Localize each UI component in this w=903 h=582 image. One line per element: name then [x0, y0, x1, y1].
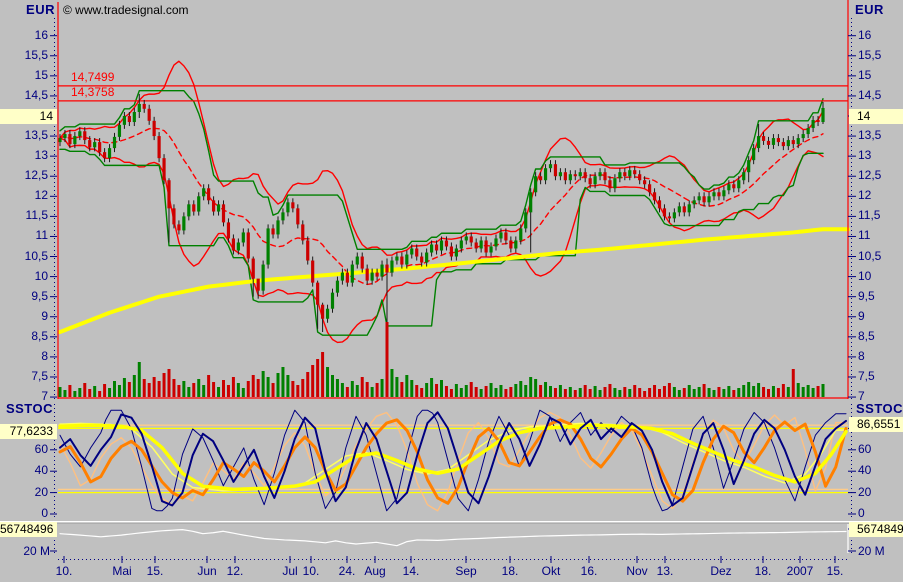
- main-y-tick-right: 11,5: [858, 208, 881, 223]
- sstoc-panel-title-right: SSTOC: [856, 401, 903, 416]
- main-y-tick-left: 8: [41, 348, 48, 363]
- main-y-tick-right: 9,5: [858, 288, 875, 303]
- x-axis-label: Sep: [455, 564, 477, 578]
- sstoc-y-tick-left: 20: [34, 484, 48, 499]
- main-y-tick-left: 13: [34, 148, 48, 163]
- sstoc-y-tick-right: 0: [858, 506, 865, 520]
- main-y-tick-right: 14,5: [858, 87, 882, 102]
- main-y-tick-right: 13,5: [858, 128, 882, 143]
- sstoc-panel-title-left: SSTOC: [5, 401, 53, 416]
- x-axis-label: 15.: [146, 564, 164, 578]
- x-axis-label: 18.: [754, 564, 772, 578]
- sstoc-y-tick-left: 40: [34, 463, 48, 478]
- main-y-tick-right: 13: [858, 148, 872, 163]
- main-y-tick-left: 7: [41, 389, 48, 404]
- volume-value-highlight-left: 56748496: [0, 522, 57, 537]
- x-axis-label: 18.: [501, 564, 519, 578]
- main-y-tick-left: 11,5: [25, 208, 48, 223]
- main-y-tick-left: 8,5: [31, 328, 48, 343]
- x-axis-label: Aug: [364, 564, 386, 578]
- price-line-label: 14,3758: [71, 84, 115, 99]
- main-y-tick-left: 13,5: [24, 128, 48, 143]
- price-line-label: 14,7499: [71, 69, 115, 84]
- volume-line-pane[interactable]: [58, 524, 848, 553]
- main-y-tick-left: 9,5: [31, 288, 48, 303]
- volume-bars: [58, 322, 825, 397]
- sstoc-value-highlight-right: 86,6551: [849, 417, 903, 432]
- main-y-tick-right: 8,5: [858, 328, 875, 343]
- copyright-text: © www.tradesignal.com: [63, 3, 189, 17]
- x-axis-label: Okt: [541, 564, 561, 578]
- main-y-tick-left: 15,5: [24, 47, 48, 62]
- main-chart-pane[interactable]: [58, 0, 848, 399]
- x-axis-label: 12.: [226, 564, 244, 578]
- main-y-tick-left: 7,5: [31, 368, 48, 383]
- x-axis-label: 10.: [55, 564, 73, 578]
- volume-value-highlight-right: 56748496: [849, 522, 903, 537]
- main-y-tick-right: 11: [858, 228, 871, 243]
- main-y-tick-right: 9: [858, 308, 865, 323]
- x-axis-label: 15.: [826, 564, 844, 578]
- x-axis-label: Mai: [112, 564, 132, 578]
- sstoc-y-tick-right: 20: [858, 484, 872, 499]
- candlestick-series: [58, 93, 825, 333]
- sstoc-y-tick-right: 40: [858, 463, 872, 478]
- x-axis-label: Dez: [710, 564, 732, 578]
- main-last-price-highlight-left: 14: [0, 109, 57, 124]
- main-y-tick-right: 15: [858, 67, 872, 82]
- main-y-tick-left: 12: [34, 188, 48, 203]
- x-axis-label: 2007: [786, 564, 814, 578]
- sstoc-y-tick-right: 60: [858, 441, 872, 456]
- volume-axis-sub-label-right: 20 M: [858, 544, 885, 558]
- main-y-tick-right: 10,5: [858, 248, 882, 263]
- x-axis-label: Jul: [282, 564, 298, 578]
- main-y-tick-right: 12: [858, 188, 872, 203]
- main-y-tick-right: 12,5: [858, 168, 882, 183]
- sstoc-value-highlight-left: 77,6233: [0, 424, 57, 439]
- sstoc-pane[interactable]: [58, 403, 848, 520]
- main-y-tick-right: 10: [858, 268, 872, 283]
- main-y-tick-left: 9: [41, 308, 48, 323]
- main-y-tick-left: 14,5: [24, 87, 48, 102]
- main-y-tick-left: 12,5: [24, 168, 48, 183]
- sstoc-y-tick-left: 60: [34, 441, 48, 456]
- main-y-tick-left: 10: [34, 268, 48, 283]
- x-axis-label: 14.: [402, 564, 420, 578]
- left-axis-currency: EUR: [26, 2, 55, 17]
- right-axis-currency: EUR: [855, 2, 884, 17]
- main-y-tick-right: 7,5: [858, 368, 875, 383]
- x-axis-label: 16.: [580, 564, 598, 578]
- x-axis-label: Jun: [197, 564, 217, 578]
- main-y-tick-left: 16: [34, 27, 48, 42]
- volume-axis-sub-label-left: 20 M: [23, 544, 50, 558]
- x-axis-label: 13.: [656, 564, 674, 578]
- main-y-tick-right: 16: [858, 27, 872, 42]
- main-y-tick-left: 11: [35, 228, 48, 243]
- main-y-tick-right: 15,5: [858, 47, 882, 62]
- x-axis-label: Nov: [626, 564, 648, 578]
- main-last-price-highlight-right: 14: [849, 109, 903, 124]
- sstoc-y-tick-left: 0: [41, 506, 48, 520]
- x-axis-label: 10.: [302, 564, 320, 578]
- main-y-tick-left: 10,5: [24, 248, 48, 263]
- main-y-tick-left: 15: [34, 67, 48, 82]
- x-axis-label: 24.: [338, 564, 356, 578]
- main-y-tick-right: 7: [858, 389, 865, 404]
- main-y-tick-right: 8: [858, 348, 865, 363]
